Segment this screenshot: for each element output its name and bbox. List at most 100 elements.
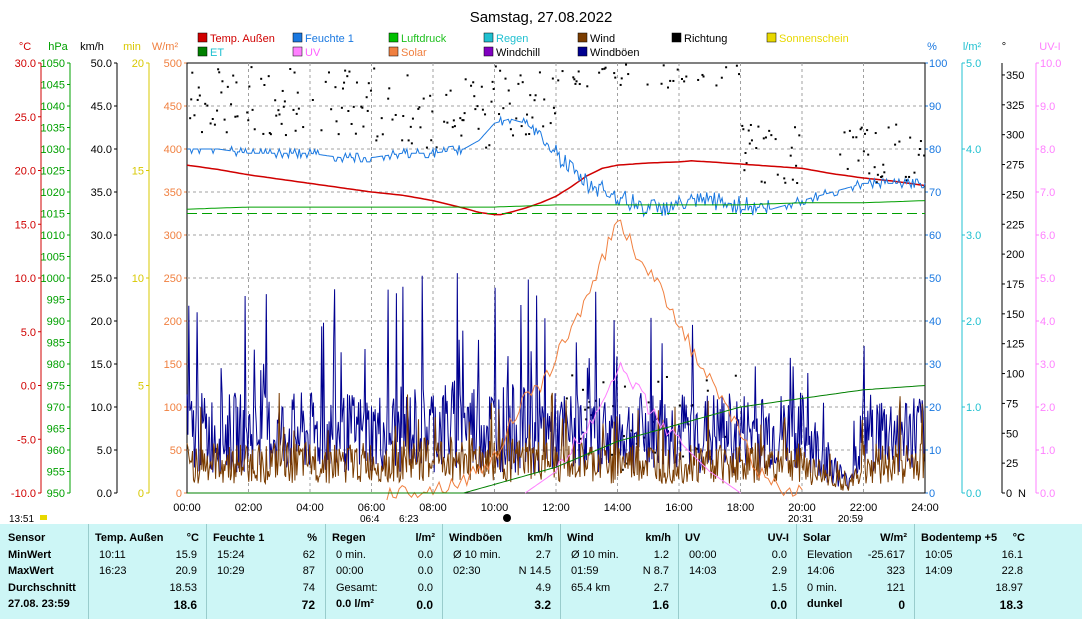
x-tick-label: 10:00 (481, 502, 509, 514)
direction-point (190, 98, 193, 101)
direction-point (529, 94, 532, 97)
direction-point (762, 137, 765, 140)
axis-tick-label: 50 (1006, 428, 1018, 440)
direction-point (646, 83, 649, 86)
table-cell-label: Ø 10 min. (453, 549, 501, 561)
direction-point (402, 115, 405, 118)
direction-point (669, 79, 672, 82)
table-column-unit: l/m² (415, 532, 435, 544)
direction-point (360, 105, 363, 108)
direction-point (796, 182, 799, 185)
table-cell-label: 0 min. (336, 549, 366, 561)
axis-tick-label: 400 (164, 144, 182, 156)
direction-point (626, 462, 629, 465)
direction-point (348, 70, 351, 73)
direction-point (292, 108, 295, 111)
axis-tick-label: 15 (132, 166, 144, 178)
table-cell-value: 0.0 (417, 565, 433, 577)
direction-point (347, 110, 350, 113)
axis-tick-label: 45.0 (91, 101, 112, 113)
direction-point (485, 146, 488, 149)
direction-point (334, 86, 337, 89)
direction-point (603, 67, 606, 70)
table-cell-value: 3.2 (534, 598, 551, 612)
table-cell-value: 72 (301, 598, 315, 612)
direction-point (710, 457, 713, 460)
direction-point (251, 108, 254, 111)
direction-point (376, 135, 379, 138)
series-feuchte-1 (187, 115, 926, 218)
axis-tick-label: 450 (164, 101, 182, 113)
direction-point (702, 75, 705, 78)
legend-label: Feuchte 1 (305, 33, 354, 45)
axis-tick-label: 10.0 (91, 402, 112, 414)
direction-point (474, 108, 477, 111)
axis-tick-label: 500 (164, 58, 182, 70)
direction-point (620, 77, 623, 80)
axis-tick-label: 50 (929, 273, 941, 285)
axis-tick-label: 80 (929, 144, 941, 156)
axis-tick-label: 1.0 (966, 402, 981, 414)
direction-point (757, 125, 760, 128)
axis-tick-label: 0.0 (21, 381, 36, 393)
axis-tick-label: 150 (164, 359, 182, 371)
direction-point (267, 75, 270, 78)
legend-label: Windböen (590, 47, 640, 59)
legend-swatch (577, 32, 588, 43)
direction-point (230, 103, 233, 106)
direction-point (263, 83, 266, 86)
table-cell-label: 65.4 km (571, 582, 611, 594)
direction-point (538, 71, 541, 74)
axis-tick-label: 350 (164, 187, 182, 199)
direction-point (459, 117, 462, 120)
direction-point (366, 109, 369, 112)
direction-point (621, 468, 624, 471)
axis-tick-label: 10 (132, 273, 144, 285)
direction-point (204, 102, 207, 105)
axis-tick-label: 20.0 (91, 316, 112, 328)
direction-point (320, 129, 323, 132)
direction-point (362, 125, 365, 128)
table-column-header: UV (685, 532, 701, 544)
table-cell-label: 16:23 (99, 565, 127, 577)
direction-point (859, 128, 862, 131)
axis-tick-label: 1000 (41, 273, 65, 285)
direction-point (745, 162, 748, 165)
axis-tick-label: 985 (47, 338, 65, 350)
table-cell-label: 14:03 (689, 565, 717, 577)
axis-tick-label: 175 (1006, 279, 1024, 291)
table-cell-value: 0.0 (417, 549, 433, 561)
row-label-min: MinWert (8, 549, 52, 561)
direction-point (220, 91, 223, 94)
axis-tick-label: 5.0 (966, 58, 981, 70)
table-cell-label: Gesamt: (336, 582, 378, 594)
direction-point (604, 66, 607, 69)
axis-tick-label: 3.0 (1040, 359, 1055, 371)
axis-tick-label: 25 (1006, 458, 1018, 470)
direction-point (749, 123, 752, 126)
row-label-sensor: Sensor (8, 532, 46, 544)
row-label-current: 27.08. 23:59 (8, 598, 70, 610)
axis-tick-label: 0 (138, 488, 144, 500)
table-column: UV UV-I 00:00 0.0 14:03 2.9 1.5 0.0 (678, 524, 795, 619)
axis-tick-label: 2.0 (1040, 402, 1055, 414)
table-cell-value: 18.6 (173, 598, 197, 612)
direction-point (905, 179, 908, 182)
legend-swatch (197, 46, 208, 57)
direction-point (375, 139, 378, 142)
table-column-unit: % (307, 532, 317, 544)
direction-point (519, 74, 522, 77)
direction-point (246, 111, 249, 114)
direction-point (657, 380, 660, 383)
axis-tick-label: 50 (170, 445, 182, 457)
direction-point (269, 133, 272, 136)
direction-point (524, 133, 527, 136)
sun-markers: 13:51 06:4 6:23 20:31 20:59 (9, 514, 863, 524)
noon-marker (503, 514, 511, 522)
direction-point (918, 147, 921, 150)
axis-tick-label: 10 (929, 445, 941, 457)
direction-point (191, 71, 194, 74)
direction-point (894, 143, 897, 146)
series-direction (189, 63, 926, 471)
direction-point (533, 99, 536, 102)
